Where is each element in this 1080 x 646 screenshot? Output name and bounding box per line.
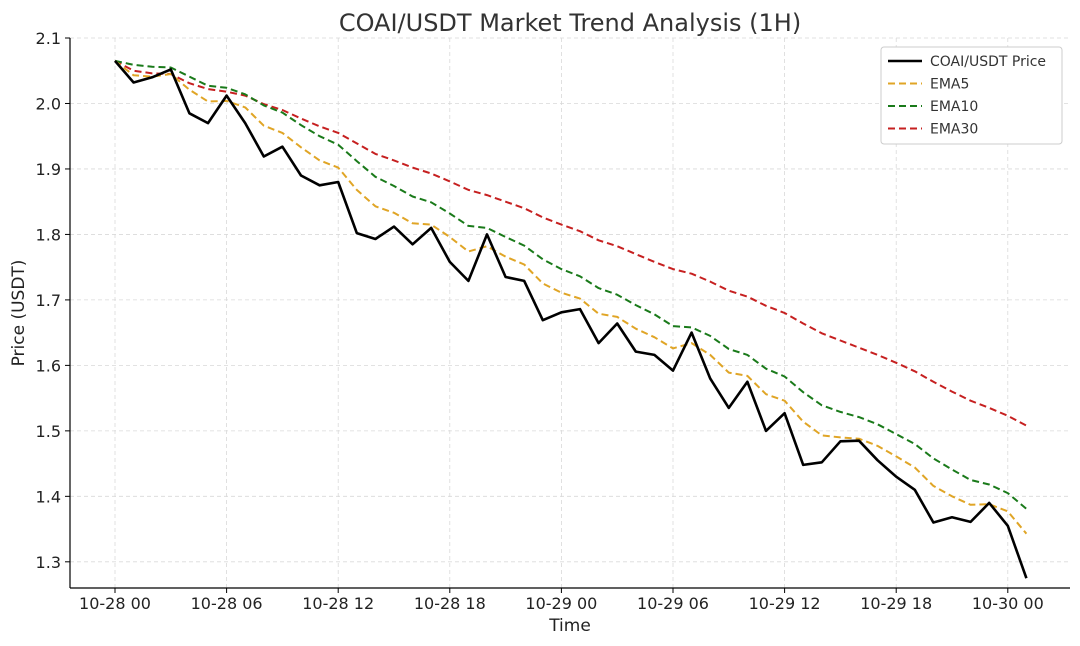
legend-label: COAI/USDT Price [930, 54, 1046, 70]
x-tick-label: 10-28 06 [191, 594, 263, 613]
x-tick-label: 10-29 00 [525, 594, 597, 613]
y-tick-label: 2.0 [36, 94, 61, 113]
legend-label: EMA30 [930, 122, 978, 138]
x-tick-label: 10-29 18 [860, 594, 932, 613]
series-line-coai-usdt-price [114, 60, 1028, 579]
x-tick-label: 10-28 12 [302, 594, 374, 613]
y-tick-label: 1.3 [36, 553, 61, 572]
y-tick-label: 1.5 [36, 422, 61, 441]
y-tick-label: 1.9 [36, 160, 61, 179]
x-tick-label: 10-29 12 [749, 594, 821, 613]
legend-label: EMA10 [930, 99, 978, 115]
y-tick-label: 1.8 [36, 225, 61, 244]
chart-title: COAI/USDT Market Trend Analysis (1H) [339, 9, 801, 37]
series-line-ema10 [114, 59, 1028, 510]
x-tick-label: 10-30 00 [972, 594, 1044, 613]
y-tick-label: 1.7 [36, 291, 61, 310]
y-tick-label: 2.1 [36, 29, 61, 48]
y-tick-label: 1.4 [36, 487, 61, 506]
x-tick-label: 10-28 00 [79, 594, 151, 613]
x-axis-label: Time [548, 616, 591, 636]
legend: COAI/USDT Price EMA5 EMA10 EMA30 [880, 46, 1063, 145]
ticks: 1.3 1.4 1.5 1.6 1.7 1.8 1.9 2.0 2.1 10-28 00 10-28… [36, 29, 1044, 613]
y-axis-label: Price (USDT) [9, 260, 29, 367]
series-line-ema30 [114, 60, 1027, 427]
series-lines [114, 59, 1028, 579]
x-tick-label: 10-28 18 [414, 594, 486, 613]
x-tick-label: 10-29 06 [637, 594, 709, 613]
legend-box [880, 46, 1063, 145]
legend-label: EMA5 [930, 77, 969, 93]
y-tick-label: 1.6 [36, 356, 61, 375]
